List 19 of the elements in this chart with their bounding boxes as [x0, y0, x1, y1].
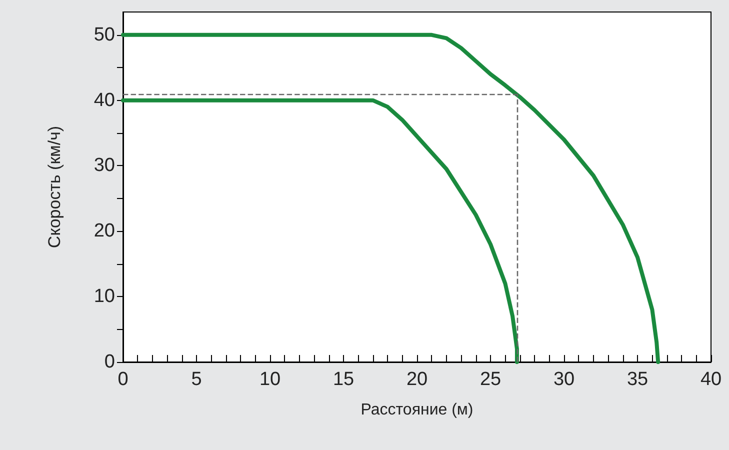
y-axis-title: Скорость (км/ч) [45, 126, 64, 248]
x-tick-label: 20 [406, 369, 428, 390]
x-tick-label: 40 [700, 369, 722, 390]
y-tick-label: 10 [94, 286, 115, 308]
x-tick-label: 5 [191, 369, 202, 390]
x-tick-label: 35 [626, 369, 648, 390]
y-tick-label: 0 [104, 352, 115, 372]
line-series [121, 32, 660, 364]
x-tick-label: 25 [480, 369, 502, 390]
y-tick-label: 30 [94, 155, 115, 176]
line-series [121, 98, 519, 364]
x-tick-label: 15 [332, 369, 354, 390]
y-tick-label: 40 [94, 90, 115, 111]
x-tick-label: 10 [259, 369, 281, 390]
y-tick-label: 20 [94, 220, 115, 242]
x-tick-label: 30 [553, 369, 575, 390]
x-axis-title: Расстояние (м) [360, 402, 474, 418]
y-tick-label: 50 [94, 24, 115, 46]
x-tick-label: 0 [118, 369, 128, 390]
